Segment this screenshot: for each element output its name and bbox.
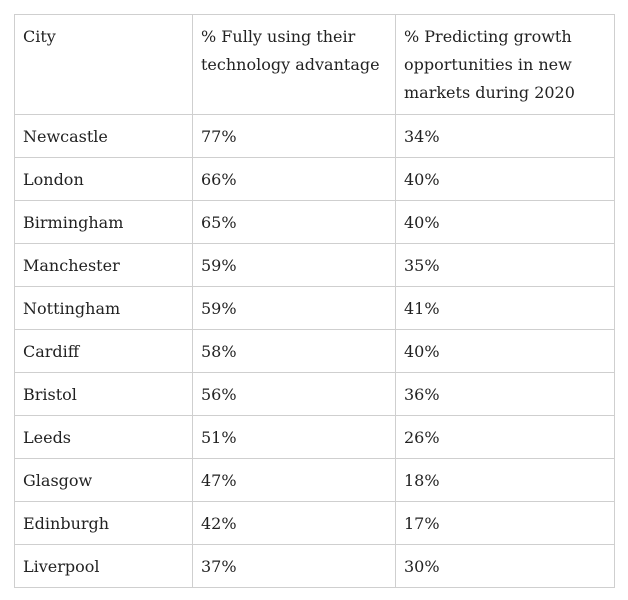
cell-city: London: [14, 157, 193, 201]
table-row: Cardiff 58% 40%: [14, 329, 615, 373]
cell-growth-opportunities: 17%: [395, 501, 615, 545]
header-city: City: [14, 14, 193, 115]
table-row: Leeds 51% 26%: [14, 415, 615, 459]
cell-growth-opportunities: 18%: [395, 458, 615, 502]
table-row: Bristol 56% 36%: [14, 372, 615, 416]
table-row: Nottingham 59% 41%: [14, 286, 615, 330]
cell-city: Liverpool: [14, 544, 193, 588]
cell-growth-opportunities: 40%: [395, 329, 615, 373]
cell-growth-opportunities: 40%: [395, 157, 615, 201]
city-technology-table: City % Fully using their technology adva…: [14, 14, 615, 588]
table-row: Newcastle 77% 34%: [14, 114, 615, 158]
cell-growth-opportunities: 35%: [395, 243, 615, 287]
cell-tech-advantage: 59%: [192, 243, 396, 287]
table-row: Manchester 59% 35%: [14, 243, 615, 287]
cell-tech-advantage: 47%: [192, 458, 396, 502]
cell-city: Glasgow: [14, 458, 193, 502]
cell-tech-advantage: 58%: [192, 329, 396, 373]
cell-city: Nottingham: [14, 286, 193, 330]
table-row: Glasgow 47% 18%: [14, 458, 615, 502]
cell-growth-opportunities: 41%: [395, 286, 615, 330]
table-row: Edinburgh 42% 17%: [14, 501, 615, 545]
cell-tech-advantage: 66%: [192, 157, 396, 201]
header-tech-advantage: % Fully using their technology advantage: [192, 14, 396, 115]
cell-growth-opportunities: 40%: [395, 200, 615, 244]
cell-tech-advantage: 65%: [192, 200, 396, 244]
cell-tech-advantage: 51%: [192, 415, 396, 459]
cell-city: Edinburgh: [14, 501, 193, 545]
cell-growth-opportunities: 34%: [395, 114, 615, 158]
header-row: City % Fully using their technology adva…: [14, 14, 615, 115]
cell-growth-opportunities: 36%: [395, 372, 615, 416]
cell-city: Newcastle: [14, 114, 193, 158]
cell-city: Birmingham: [14, 200, 193, 244]
table-row: Birmingham 65% 40%: [14, 200, 615, 244]
cell-tech-advantage: 77%: [192, 114, 396, 158]
table-header: City % Fully using their technology adva…: [14, 14, 615, 115]
cell-city: Leeds: [14, 415, 193, 459]
table-row: Liverpool 37% 30%: [14, 544, 615, 588]
data-table-container: City % Fully using their technology adva…: [14, 14, 615, 588]
cell-tech-advantage: 37%: [192, 544, 396, 588]
header-growth-opportunities: % Predicting growth opportunities in new…: [395, 14, 615, 115]
table-row: London 66% 40%: [14, 157, 615, 201]
cell-tech-advantage: 42%: [192, 501, 396, 545]
cell-growth-opportunities: 30%: [395, 544, 615, 588]
cell-tech-advantage: 59%: [192, 286, 396, 330]
cell-city: Manchester: [14, 243, 193, 287]
cell-city: Bristol: [14, 372, 193, 416]
table-body: Newcastle 77% 34% London 66% 40% Birmingham 65%…: [14, 114, 615, 588]
cell-city: Cardiff: [14, 329, 193, 373]
cell-growth-opportunities: 26%: [395, 415, 615, 459]
cell-tech-advantage: 56%: [192, 372, 396, 416]
